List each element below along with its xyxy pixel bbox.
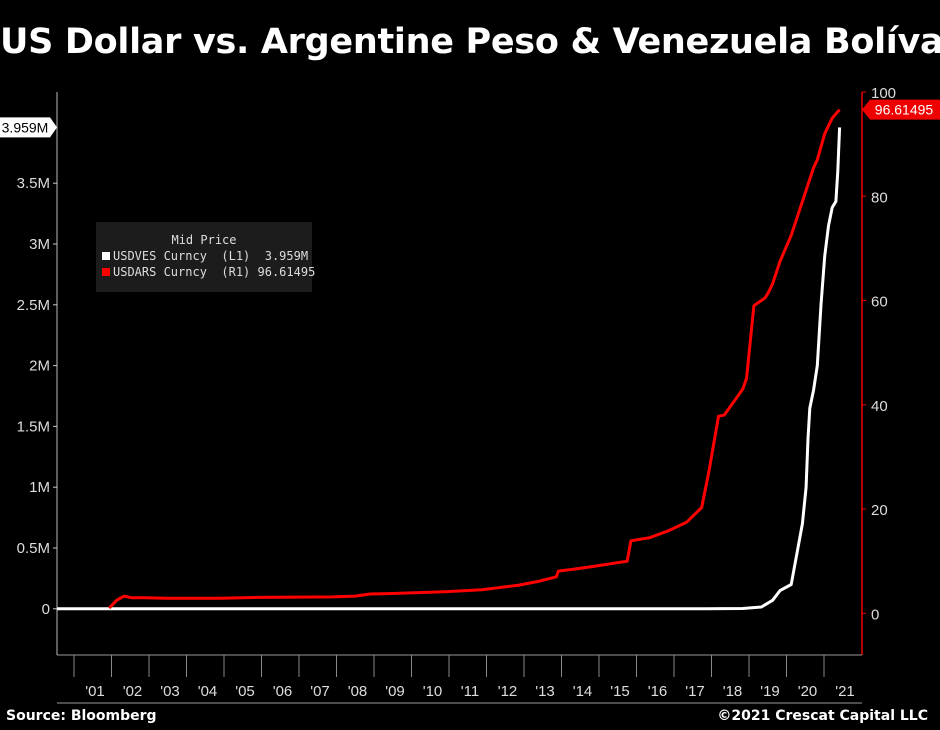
x-tick-label: '08 bbox=[348, 683, 368, 700]
right-value-badge bbox=[862, 99, 940, 120]
left-value-badge-label: 3.959M bbox=[2, 119, 49, 135]
series-line-usdars-curncy bbox=[108, 108, 841, 610]
x-tick-label: '16 bbox=[648, 683, 668, 700]
legend-header: Mid Price bbox=[171, 233, 237, 247]
x-tick-label: '19 bbox=[760, 683, 780, 700]
source-note: Source: Bloomberg bbox=[6, 708, 157, 724]
x-tick-label: '07 bbox=[310, 683, 330, 700]
x-tick-label: '12 bbox=[498, 683, 518, 700]
left-tick-label: 3.5M bbox=[17, 175, 50, 192]
x-tick-label: '13 bbox=[535, 683, 555, 700]
right-tick-label: 0 bbox=[871, 606, 879, 623]
left-tick-label: 2.5M bbox=[17, 297, 50, 314]
x-tick-label: '17 bbox=[685, 683, 705, 700]
x-tick-label: '10 bbox=[423, 683, 443, 700]
x-tick-label: '06 bbox=[273, 683, 293, 700]
right-value-badge-label: 96.61495 bbox=[875, 102, 934, 118]
legend-label-usdars: USDARS Curncy (R1) 96.61495 bbox=[113, 265, 316, 279]
copyright-note: ©2021 Crescat Capital LLC bbox=[717, 708, 928, 724]
axes-layer: 0 0.5M 1M 1.5M 2M 2.5M 3M 3.5M 0 20 40 60 80 100 '01 '0… bbox=[17, 85, 896, 704]
x-tick-label: '15 bbox=[610, 683, 630, 700]
left-tick-label: 3M bbox=[29, 236, 50, 253]
legend-swatch-usdars bbox=[102, 268, 110, 276]
chart-title: US Dollar vs. Argentine Peso & Venezuela… bbox=[0, 22, 940, 62]
right-tick-label: 60 bbox=[871, 294, 888, 311]
x-tick-label: '18 bbox=[723, 683, 743, 700]
right-tick-label: 20 bbox=[871, 502, 888, 519]
left-tick-label: 2M bbox=[29, 358, 50, 375]
left-tick-label: 0.5M bbox=[17, 540, 50, 557]
badge-layer: 3.959M 96.61495 bbox=[0, 99, 940, 138]
legend-swatch-usdves bbox=[102, 252, 110, 260]
legend-item-usdves: USDVES Curncy (L1) 3.959M bbox=[96, 249, 312, 263]
x-tick-label: '05 bbox=[235, 683, 255, 700]
right-tick-label: 80 bbox=[871, 189, 888, 206]
left-tick-label: 1M bbox=[29, 479, 50, 496]
legend: Mid Price USDVES Curncy (L1) 3.959M USDA… bbox=[96, 222, 316, 292]
right-tick-label: 40 bbox=[871, 398, 888, 415]
series-layer bbox=[57, 108, 842, 611]
left-tick-label: 1.5M bbox=[17, 418, 50, 435]
series-line-usdves-curncy bbox=[57, 127, 842, 611]
legend-label-usdves: USDVES Curncy (L1) 3.959M bbox=[113, 249, 309, 263]
x-tick-label: '02 bbox=[123, 683, 143, 700]
legend-item-usdars: USDARS Curncy (R1) 96.61495 bbox=[96, 265, 316, 279]
x-tick-label: '11 bbox=[461, 683, 479, 700]
x-tick-label: '09 bbox=[385, 683, 405, 700]
left-value-badge bbox=[0, 117, 57, 138]
x-tick-label: '14 bbox=[573, 683, 593, 700]
right-tick-label: 100 bbox=[871, 85, 896, 102]
x-tick-label: '21 bbox=[835, 683, 855, 700]
x-tick-label: '20 bbox=[798, 683, 818, 700]
x-tick-label: '01 bbox=[85, 683, 105, 700]
x-tick-label: '04 bbox=[198, 683, 218, 700]
x-tick-label: '03 bbox=[160, 683, 180, 700]
left-tick-label: 0 bbox=[42, 601, 50, 618]
